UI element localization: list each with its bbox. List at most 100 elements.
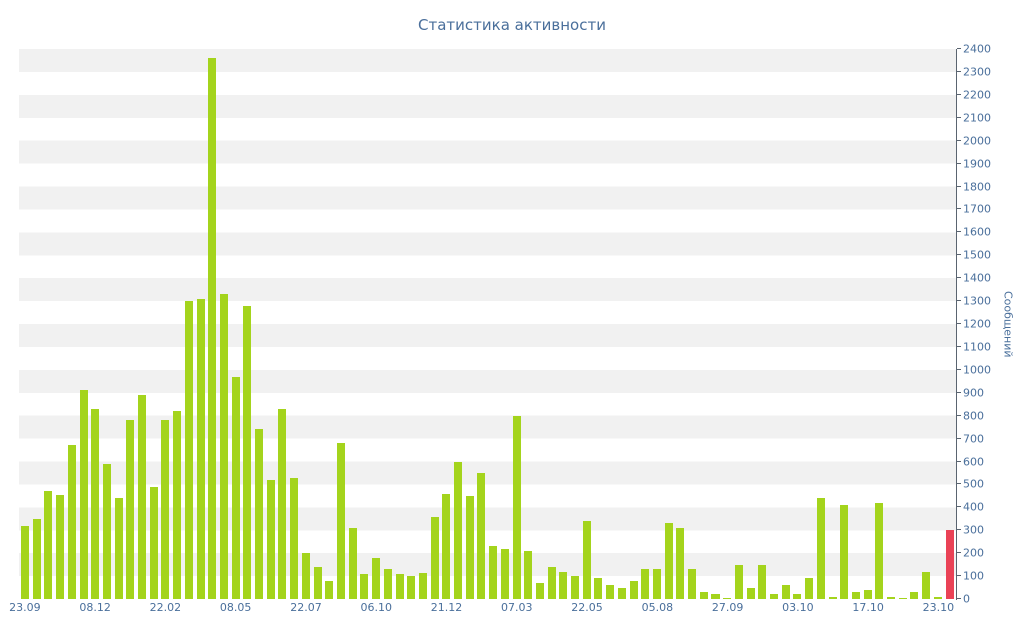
y-tick-label: 100 xyxy=(963,569,984,583)
bar xyxy=(489,546,498,599)
y-tick-label: 1300 xyxy=(963,294,991,308)
y-tick-label: 2300 xyxy=(963,65,991,79)
y-tick-mark xyxy=(957,116,961,118)
y-tick-mark xyxy=(957,254,961,256)
x-tick-label: 22.02 xyxy=(149,601,182,614)
y-tick-mark xyxy=(957,598,961,599)
y-axis-line xyxy=(956,49,957,600)
y-tick-label: 2100 xyxy=(963,111,991,125)
bar xyxy=(91,408,100,599)
bar xyxy=(255,429,264,599)
y-tick-mark xyxy=(957,93,961,95)
bar xyxy=(442,493,451,599)
chart-title: Статистика активности xyxy=(418,16,606,34)
y-tick-label: 700 xyxy=(963,432,984,446)
y-tick-mark xyxy=(957,460,961,462)
y-tick-label: 200 xyxy=(963,546,984,560)
bar xyxy=(851,592,860,599)
bar xyxy=(571,576,580,599)
bar-highlight xyxy=(945,530,954,599)
y-tick-label: 1100 xyxy=(963,340,991,354)
bar xyxy=(360,573,369,599)
y-tick-label: 1800 xyxy=(963,180,991,193)
bar xyxy=(114,498,123,599)
bar xyxy=(418,572,427,599)
x-tick-label: 27.09 xyxy=(711,601,744,614)
bar xyxy=(606,585,615,599)
bar xyxy=(44,491,53,599)
y-tick-mark xyxy=(957,231,961,233)
y-tick-mark xyxy=(957,300,961,302)
bar xyxy=(594,578,603,599)
bar xyxy=(535,582,544,599)
bar xyxy=(875,502,884,599)
y-tick-mark xyxy=(957,483,961,485)
y-tick-label: 1700 xyxy=(963,202,991,216)
x-tick-label: 03.10 xyxy=(782,601,814,614)
bar xyxy=(454,461,463,599)
y-tick-mark xyxy=(957,506,961,508)
bar xyxy=(126,420,135,599)
x-tick-label: 08.12 xyxy=(79,601,111,614)
y-tick-label: 1600 xyxy=(963,225,991,239)
bar xyxy=(79,390,88,599)
x-tick-label: 22.05 xyxy=(571,601,603,614)
x-tick-label: 23.10 xyxy=(922,601,955,614)
x-tick-label: 23.09 xyxy=(9,601,41,614)
bar xyxy=(278,408,287,599)
bar xyxy=(465,495,474,599)
bar xyxy=(500,548,509,599)
bar xyxy=(231,376,240,599)
bar xyxy=(290,477,299,599)
y-tick-mark xyxy=(957,70,961,72)
bar xyxy=(746,587,755,599)
x-tick-label: 21.12 xyxy=(430,601,463,614)
bar xyxy=(828,596,837,599)
bar xyxy=(325,580,334,599)
bar xyxy=(676,527,685,599)
bar xyxy=(723,597,732,599)
bar xyxy=(641,569,650,599)
y-tick-mark xyxy=(957,368,961,370)
y-axis-title: Сообщений xyxy=(999,49,1017,599)
bar xyxy=(430,516,439,599)
bar xyxy=(196,298,205,599)
y-tick-label: 900 xyxy=(963,386,984,400)
y-tick-label: 300 xyxy=(963,523,984,537)
y-tick-label: 2400 xyxy=(963,42,991,56)
y-tick-mark xyxy=(957,575,961,577)
x-axis-labels: 23.09 08.12 22.02 08.05 22.07 06.10 21.12 07.03… xyxy=(9,601,956,616)
bar xyxy=(840,505,849,599)
y-tick-label: 600 xyxy=(963,455,984,468)
x-tick-label: 08.05 xyxy=(219,601,252,614)
y-tick-mark xyxy=(957,323,961,324)
y-tick-label: 0 xyxy=(963,592,970,606)
bar xyxy=(559,571,568,599)
y-axis-title-text: Сообщений xyxy=(1001,290,1015,358)
bars-container xyxy=(19,49,956,599)
bar xyxy=(547,566,556,599)
x-tick-label: 06.10 xyxy=(360,601,392,614)
bar xyxy=(699,592,708,599)
bar xyxy=(208,58,217,599)
bar xyxy=(383,569,392,599)
bar xyxy=(887,596,896,599)
bar xyxy=(67,445,76,599)
bar xyxy=(149,486,158,599)
y-tick-mark xyxy=(957,437,961,439)
y-tick-mark xyxy=(957,139,961,141)
bar xyxy=(629,580,638,599)
x-tick-label: 17.10 xyxy=(852,601,884,614)
y-tick-label: 1400 xyxy=(963,271,991,285)
bar xyxy=(336,443,345,599)
y-tick-mark xyxy=(957,162,961,164)
y-tick-mark xyxy=(957,208,961,210)
bar xyxy=(524,550,533,599)
bar xyxy=(805,578,814,599)
bar xyxy=(173,411,182,599)
bar xyxy=(922,571,931,599)
y-tick-label: 2200 xyxy=(963,88,991,102)
bar xyxy=(758,564,767,599)
bar xyxy=(781,585,790,599)
bar xyxy=(102,463,111,599)
